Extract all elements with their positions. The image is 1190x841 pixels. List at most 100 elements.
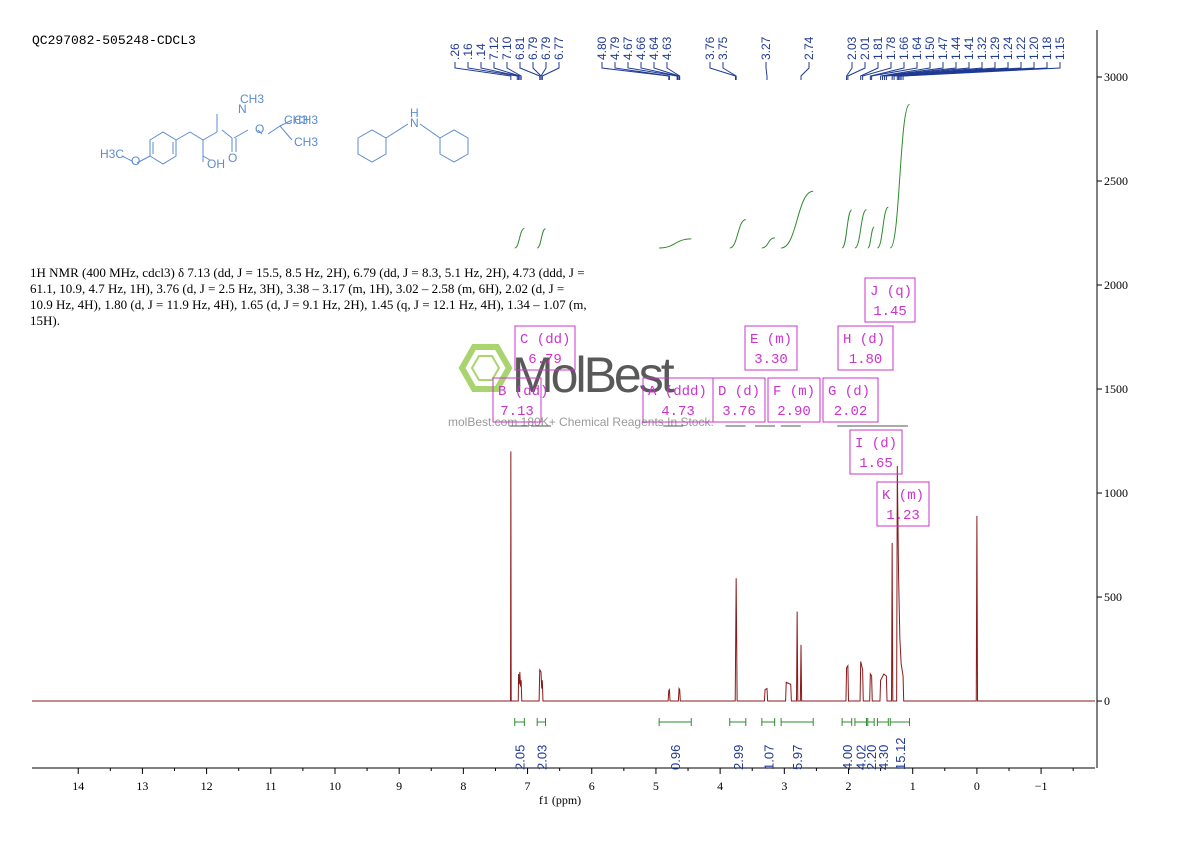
peak-label: 4.66: [634, 36, 648, 60]
integral-curve: [876, 206, 889, 249]
x-tick-label: −1: [1035, 779, 1048, 793]
integral-curve: [867, 226, 875, 249]
multiplet-box: [864, 277, 916, 323]
peak-connector: [902, 62, 1061, 80]
peak-connector: [722, 62, 737, 80]
multiplet-shift: 3.30: [754, 352, 788, 368]
atom-label: O: [228, 151, 237, 165]
integral-curve: [889, 103, 910, 249]
integral-label: 2.03: [534, 745, 549, 770]
peak-label: 1.29: [988, 36, 1002, 60]
integral-label: 15.12: [893, 737, 908, 770]
peak-label: 6.77: [552, 36, 566, 60]
multiplet-shift: 1.23: [886, 508, 920, 524]
atom-label: H3C: [100, 147, 124, 161]
multiplet-shift: 1.80: [849, 352, 883, 368]
peak-label: 1.64: [910, 36, 924, 60]
multiplet-shift: 2.02: [834, 404, 868, 420]
peak-label: 1.22: [1014, 36, 1028, 60]
peak-label: 1.50: [923, 36, 937, 60]
peak-label: 3.76: [703, 36, 717, 60]
peak-connector: [846, 62, 853, 80]
multiplet-shift: 1.45: [873, 304, 907, 320]
peak-label: 6.79: [539, 36, 553, 60]
peak-connector: [454, 62, 512, 80]
x-tick-label: 13: [136, 779, 148, 793]
x-tick-label: 1: [910, 779, 916, 793]
x-tick-label: 4: [717, 779, 723, 793]
peak-label: 1.18: [1040, 36, 1054, 60]
x-tick-label: 8: [460, 779, 466, 793]
multiplet-box: [767, 377, 821, 423]
peak-label: 2.01: [858, 36, 872, 60]
atom-label: N: [410, 116, 419, 130]
x-tick-label: 7: [525, 779, 531, 793]
peak-connector: [860, 62, 879, 80]
multiplet-box: [712, 377, 766, 423]
peak-connector: [883, 62, 957, 80]
integral-curve: [780, 190, 814, 249]
peak-label: 7.10: [500, 36, 514, 60]
peak-connector: [709, 62, 737, 80]
multiplet-shift: 3.76: [722, 404, 756, 420]
peak-connector: [467, 62, 518, 80]
peak-label: 1.78: [884, 36, 898, 60]
peak-connector: [885, 62, 970, 80]
peak-connector: [627, 62, 678, 80]
multiplet-shift: 1.65: [859, 456, 893, 472]
multiplet-box: [837, 325, 894, 371]
x-tick-label: 3: [781, 779, 787, 793]
peak-label: 1.41: [962, 36, 976, 60]
integral-curve: [761, 237, 775, 249]
peak-connector: [847, 62, 866, 80]
integral-label: 1.07: [761, 745, 776, 770]
peak-label: 4.67: [621, 36, 635, 60]
peak-label: 3.27: [759, 36, 773, 60]
atom-label: CH3: [284, 113, 308, 127]
peak-connector: [540, 62, 547, 80]
multiplet-label: E (m): [750, 332, 792, 348]
peak-connector: [541, 62, 560, 80]
y-tick-label: 1000: [1104, 486, 1128, 500]
multiplet-box: [492, 377, 542, 423]
peak-label: 2.03: [845, 36, 859, 60]
peak-connector: [893, 62, 996, 80]
y-tick-label: 2500: [1104, 174, 1128, 188]
peak-label: 1.66: [897, 36, 911, 60]
integral-curve: [841, 209, 853, 249]
multiplet-box: [849, 429, 903, 475]
integral-label: 4.02: [854, 745, 869, 770]
integral-label: 5.97: [790, 745, 805, 770]
multiplet-label: B (dd): [498, 384, 548, 400]
peak-label: 4.64: [647, 36, 661, 60]
peak-label: 4.79: [608, 36, 622, 60]
peak-label: 1.81: [871, 36, 885, 60]
peak-label: .16: [461, 43, 475, 60]
peak-connector: [882, 62, 944, 80]
peak-connector: [800, 62, 810, 80]
x-axis-label: f1 (ppm): [539, 793, 581, 807]
atom-label: H: [410, 106, 419, 120]
multiplet-label: A (ddd): [648, 384, 707, 400]
atom-label: CH3: [294, 113, 318, 127]
peak-connector: [640, 62, 679, 80]
integral-label: 4.30: [876, 745, 891, 770]
y-tick-label: 2000: [1104, 278, 1128, 292]
y-tick-label: 500: [1104, 590, 1122, 604]
multiplet-label: H (d): [843, 332, 885, 348]
peak-label: 1.47: [936, 36, 950, 60]
integral-label: 2.99: [731, 745, 746, 770]
peak-label: 1.44: [949, 36, 963, 60]
peak-connector: [765, 62, 768, 80]
multiplet-box: [822, 377, 879, 423]
multiplet-label: I (d): [855, 436, 897, 452]
integral-label: 0.96: [668, 745, 683, 770]
peak-label: 7.12: [487, 36, 501, 60]
integral-curve: [659, 238, 692, 249]
x-tick-label: 5: [653, 779, 659, 793]
sample-title: QC297082-505248-CDCL3: [32, 33, 196, 48]
peak-connector: [614, 62, 670, 80]
integral-curve: [514, 228, 525, 249]
